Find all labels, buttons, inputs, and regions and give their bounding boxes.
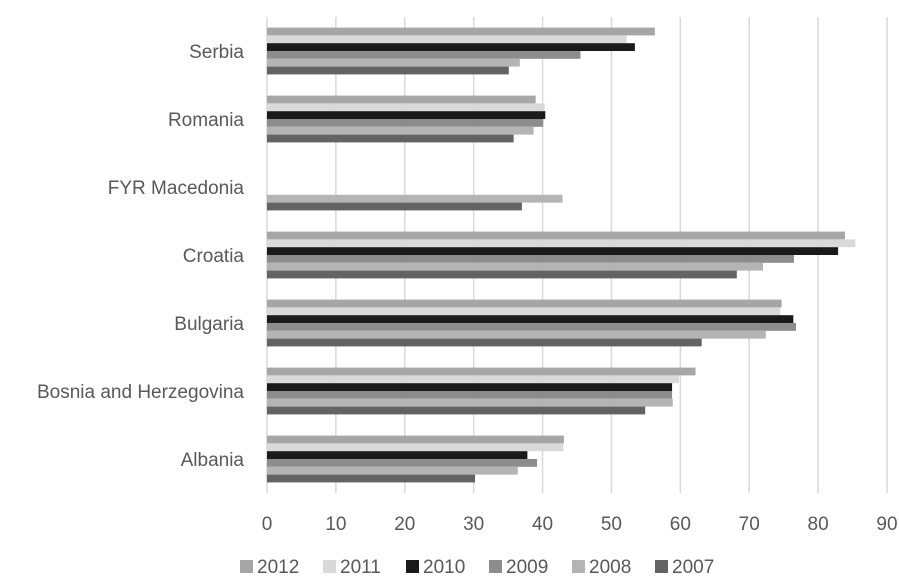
legend-swatch-2009 (489, 560, 502, 573)
bar-2011-romania (267, 103, 545, 112)
legend-label: 2012 (257, 557, 299, 578)
x-tick-label: 20 (394, 514, 415, 535)
bar-2012-romania (267, 95, 536, 104)
bar-2008-serbia (267, 58, 520, 67)
legend: 2012 2011 2010 2009 2008 2007 (240, 557, 714, 578)
x-tick-label: 0 (262, 514, 273, 535)
bar-2010-bosnia-and-herzegovina (267, 383, 673, 391)
bar-2008-fyr-macedonia (267, 194, 563, 203)
category-label: Croatia (183, 246, 245, 267)
bar-2007-romania (267, 134, 514, 143)
legend-label: 2008 (589, 557, 631, 578)
bar-2011-bosnia-and-herzegovina (267, 375, 679, 384)
bar-2008-romania (267, 126, 534, 135)
bar-2009-romania (267, 119, 544, 127)
legend-swatch-2012 (240, 560, 253, 573)
x-tick-label: 60 (670, 514, 691, 535)
legend-label: 2011 (340, 557, 381, 578)
bar-2012-bosnia-and-herzegovina (267, 367, 696, 376)
category-label: Serbia (189, 42, 244, 63)
bar-2011-albania (267, 443, 564, 452)
bar-2007-croatia (267, 270, 737, 279)
bar-2011-serbia (267, 35, 627, 44)
x-tick-label: 30 (463, 514, 484, 535)
category-label: FYR Macedonia (108, 178, 245, 199)
x-tick-label: 90 (876, 514, 897, 535)
bar-2008-bosnia-and-herzegovina (267, 398, 673, 407)
legend-swatch-2008 (572, 560, 585, 573)
bar-marks (267, 27, 856, 483)
x-tick-label: 10 (325, 514, 346, 535)
category-label: Romania (168, 110, 244, 131)
legend-swatch-2011 (323, 560, 336, 573)
x-tick-label: 50 (601, 514, 622, 535)
bar-2012-albania (267, 435, 564, 444)
legend-label: 2009 (506, 557, 548, 578)
legend-label: 2010 (423, 557, 465, 578)
category-label: Albania (181, 450, 245, 471)
bar-2009-croatia (267, 255, 794, 263)
x-tick-labels: 0 10 20 30 40 50 60 70 80 90 (262, 514, 898, 535)
category-label: Bulgaria (174, 314, 244, 335)
bar-2009-bulgaria (267, 323, 797, 331)
bar-2010-romania (267, 111, 546, 119)
bar-2008-bulgaria (267, 330, 766, 339)
bar-2007-albania (267, 474, 476, 483)
bar-2008-croatia (267, 262, 763, 271)
bar-2009-albania (267, 459, 538, 467)
x-tick-label: 40 (532, 514, 553, 535)
legend-swatch-2010 (406, 560, 419, 573)
bar-2008-albania (267, 466, 518, 475)
bar-2007-serbia (267, 66, 509, 75)
category-label: Bosnia and Herzegovina (37, 382, 244, 403)
bar-2007-bosnia-and-herzegovina (267, 406, 646, 415)
bar-2011-bulgaria (267, 307, 781, 316)
bar-2007-bulgaria (267, 338, 702, 347)
bar-2010-albania (267, 451, 528, 459)
bar-2010-croatia (267, 247, 839, 255)
bar-2012-bulgaria (267, 299, 782, 308)
x-tick-label: 70 (739, 514, 760, 535)
bar-2012-serbia (267, 27, 655, 36)
bar-2010-bulgaria (267, 315, 794, 323)
bar-2012-croatia (267, 231, 845, 240)
legend-label: 2007 (672, 557, 714, 578)
bar-2010-serbia (267, 43, 635, 51)
legend-swatch-2007 (655, 560, 668, 573)
bar-2009-serbia (267, 51, 581, 59)
category-labels: Serbia Romania FYR Macedonia Croatia Bulgari… (37, 42, 244, 471)
bar-2011-croatia (267, 239, 856, 248)
bar-2007-fyr-macedonia (267, 202, 522, 211)
x-tick-label: 80 (808, 514, 829, 535)
bar-2009-bosnia-and-herzegovina (267, 391, 673, 399)
